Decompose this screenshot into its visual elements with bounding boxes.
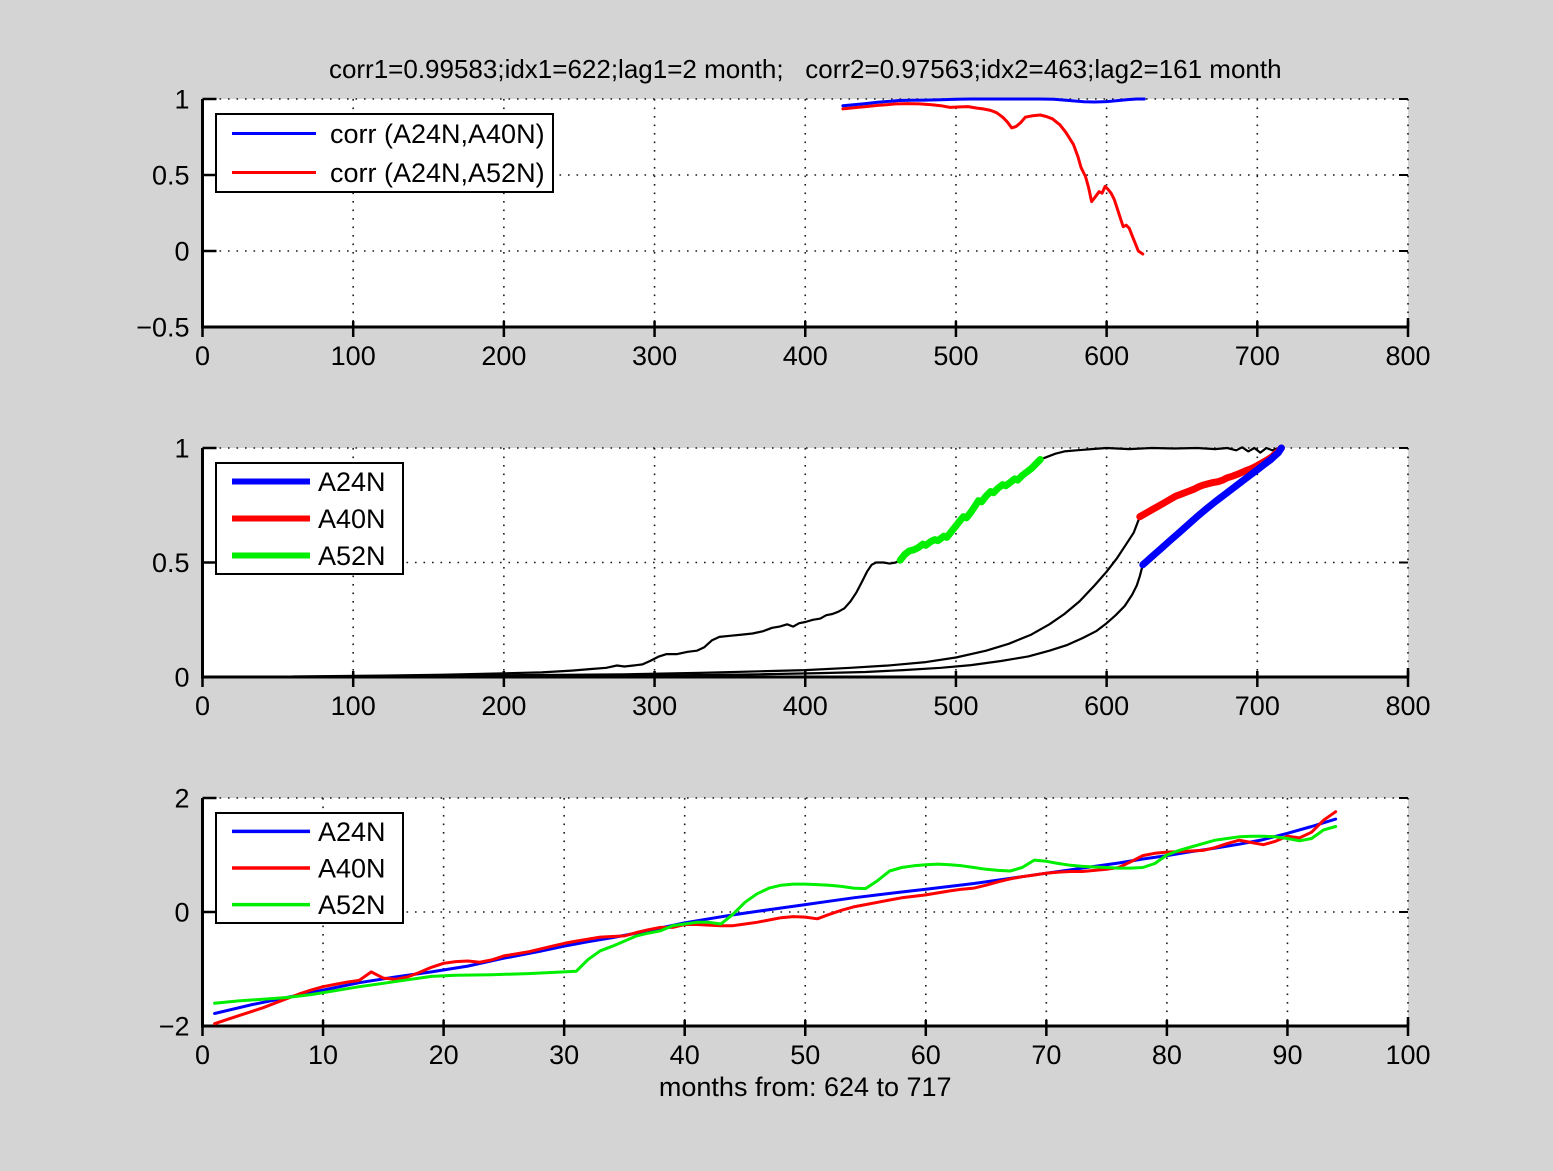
legend: A24N A40N A52N bbox=[215, 812, 404, 924]
x-tick-label: 30 bbox=[549, 1040, 579, 1070]
x-tick-label: 500 bbox=[933, 691, 978, 721]
months-plot: 0 10 20 30 40 50 60 70 80 90 100−202A24NA40NA52Nmo… bbox=[159, 784, 1431, 1103]
y-tick-label: −0.5 bbox=[136, 313, 189, 343]
x-tick-label: 100 bbox=[331, 341, 376, 371]
x-tick-label: 0 bbox=[195, 1040, 210, 1070]
y-tick-label: 0 bbox=[174, 898, 189, 928]
legend-label: corr (A24N,A40N) bbox=[330, 119, 545, 149]
legend-label: A40N bbox=[318, 504, 386, 534]
x-tick-label: 80 bbox=[1152, 1040, 1182, 1070]
legend-label: corr (A24N,A52N) bbox=[330, 158, 545, 188]
x-tick-label: 70 bbox=[1031, 1040, 1061, 1070]
series-A40N-curve bbox=[352, 515, 1141, 678]
x-tick-label: 800 bbox=[1385, 691, 1430, 721]
series-A24N-matched-segment bbox=[1139, 444, 1285, 569]
legend-box bbox=[215, 113, 554, 193]
y-tick-label: −2 bbox=[159, 1012, 190, 1042]
legend-label: A24N bbox=[318, 817, 386, 847]
series-A52N bbox=[213, 825, 1338, 1005]
series-A40N bbox=[213, 810, 1338, 1026]
x-tick-label: 100 bbox=[331, 691, 376, 721]
legend-label: A40N bbox=[318, 854, 386, 884]
x-tick-label: 50 bbox=[790, 1040, 820, 1070]
x-tick-label: 600 bbox=[1084, 691, 1129, 721]
x-tick-label: 200 bbox=[481, 341, 526, 371]
x-tick-label: 300 bbox=[632, 341, 677, 371]
y-tick-label: 0 bbox=[174, 663, 189, 693]
y-tick-label: 2 bbox=[174, 784, 189, 814]
series-A24N-curve bbox=[427, 563, 1144, 678]
x-tick-label: 400 bbox=[783, 691, 828, 721]
x-tick-label: 500 bbox=[933, 341, 978, 371]
series-A52N-matched-segment bbox=[896, 456, 1044, 564]
figure-title: corr1=0.99583;idx1=622;lag1=2 month; cor… bbox=[329, 54, 1282, 84]
legend: corr (A24N,A40N) corr (A24N,A52N) bbox=[215, 113, 554, 193]
y-tick-label: 0.5 bbox=[152, 548, 190, 578]
y-tick-label: 1 bbox=[174, 85, 189, 115]
y-tick-label: 0.5 bbox=[152, 161, 190, 191]
y-tick-label: 0 bbox=[174, 237, 189, 267]
series-A52N-curve bbox=[291, 446, 1284, 678]
x-tick-label: 10 bbox=[308, 1040, 338, 1070]
cumulative-plot: 0 100 200 300 400 500 600 700 800 0 0.5 1 A24N A40N A5… bbox=[152, 434, 1431, 722]
legend-label: A24N bbox=[318, 467, 386, 497]
x-tick-label: 90 bbox=[1272, 1040, 1302, 1070]
x-tick-label: 200 bbox=[481, 691, 526, 721]
x-tick-label: 700 bbox=[1235, 341, 1280, 371]
x-tick-label: 20 bbox=[429, 1040, 459, 1070]
series-corr (A24N,A40N) bbox=[841, 97, 1146, 108]
x-tick-label: 100 bbox=[1385, 1040, 1430, 1070]
series-corr (A24N,A52N) bbox=[841, 102, 1145, 256]
x-tick-label: 0 bbox=[195, 691, 210, 721]
x-tick-label: 60 bbox=[911, 1040, 941, 1070]
x-tick-label: 800 bbox=[1385, 341, 1430, 371]
x-tick-label: 0 bbox=[195, 341, 210, 371]
x-tick-label: 700 bbox=[1235, 691, 1280, 721]
legend: A24N A40N A52N bbox=[215, 462, 404, 575]
x-tick-label: 40 bbox=[670, 1040, 700, 1070]
x-axis-label: months from: 624 to 717 bbox=[659, 1072, 952, 1102]
legend-label: A52N bbox=[318, 890, 386, 920]
x-tick-label: 600 bbox=[1084, 341, 1129, 371]
x-tick-label: 400 bbox=[783, 341, 828, 371]
x-tick-label: 300 bbox=[632, 691, 677, 721]
legend-label: A52N bbox=[318, 541, 386, 571]
y-tick-label: 1 bbox=[174, 434, 189, 464]
